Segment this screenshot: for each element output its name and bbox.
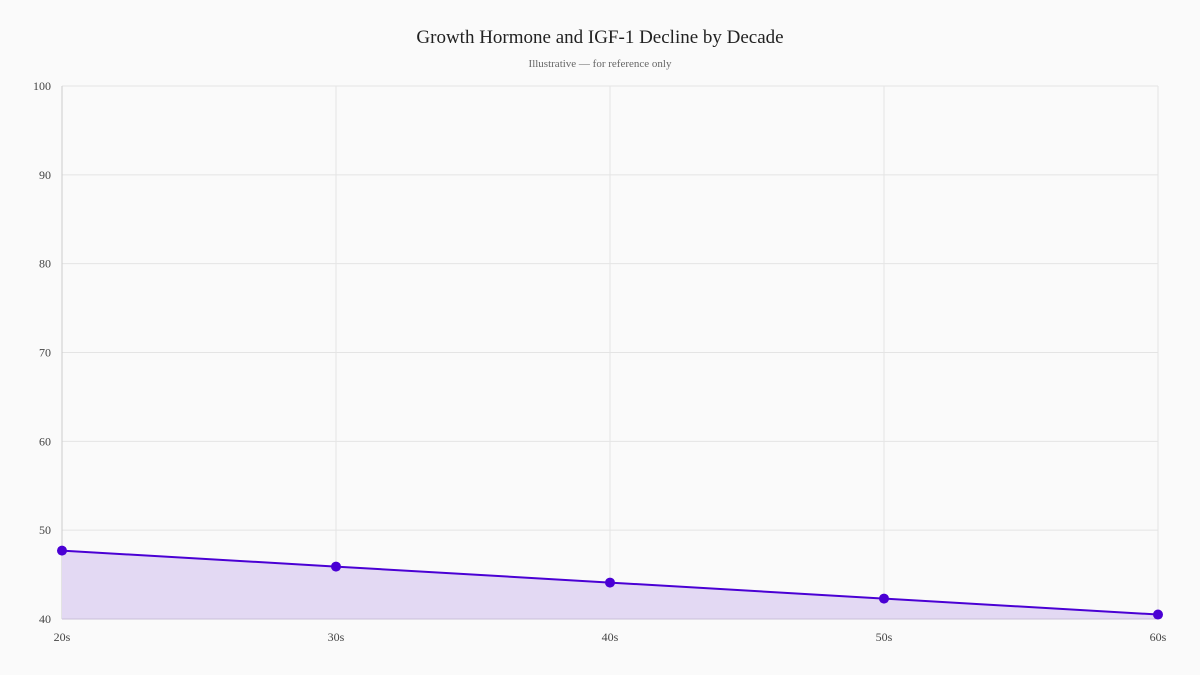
x-tick-label: 30s: [328, 630, 345, 644]
data-point: [879, 593, 889, 604]
data-point: [1153, 609, 1163, 620]
y-tick-label: 40: [39, 612, 51, 626]
data-point: [605, 577, 615, 588]
tick-labels: 40 50 60 70 80 90 100 20s 30s 40s 50s 60s: [33, 79, 1167, 644]
chart-subtitle: Illustrative — for reference only: [529, 58, 672, 70]
x-tick-label: 20s: [54, 630, 71, 644]
y-tick-label: 90: [39, 168, 51, 182]
data-point: [331, 561, 341, 572]
grid: [61, 85, 1159, 620]
x-tick-label: 60s: [1150, 630, 1167, 644]
y-tick-label: 50: [39, 523, 51, 537]
x-tick-label: 50s: [876, 630, 893, 644]
data-point: [57, 545, 67, 556]
y-tick-label: 100: [33, 79, 51, 93]
y-tick-label: 80: [39, 257, 51, 271]
area-layer: [57, 545, 1163, 620]
chart-title: Growth Hormone and IGF-1 Decline by Deca…: [416, 27, 783, 48]
y-tick-label: 60: [39, 434, 51, 448]
y-tick-label: 70: [39, 346, 51, 360]
x-tick-label: 40s: [602, 630, 619, 644]
